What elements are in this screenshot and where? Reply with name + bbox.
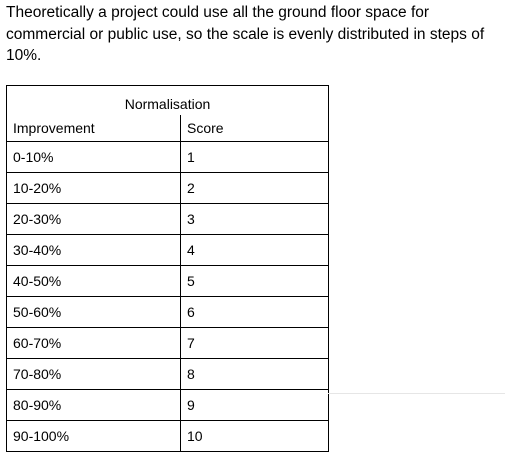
improvement-cell: 50-60% xyxy=(6,296,181,328)
score-cell: 2 xyxy=(180,172,329,204)
table-row: 0-10% 1 xyxy=(6,141,329,173)
score-cell: 4 xyxy=(180,234,329,266)
improvement-cell: 0-10% xyxy=(6,141,181,173)
score-cell: 6 xyxy=(180,296,329,328)
score-cell: 9 xyxy=(180,389,329,421)
improvement-cell: 10-20% xyxy=(6,172,181,204)
table-row: 60-70% 7 xyxy=(6,327,329,359)
improvement-cell: 60-70% xyxy=(6,327,181,359)
normalisation-table: Normalisation Improvement Score 0-10% 1 … xyxy=(6,85,329,452)
table-row: 50-60% 6 xyxy=(6,296,329,328)
table-row: 40-50% 5 xyxy=(6,265,329,297)
table-header-row: Improvement Score xyxy=(6,115,329,142)
improvement-cell: 20-30% xyxy=(6,203,181,235)
table-row: 10-20% 2 xyxy=(6,172,329,204)
improvement-cell: 40-50% xyxy=(6,265,181,297)
horizontal-divider xyxy=(328,393,505,394)
table-row: 80-90% 9 xyxy=(6,389,329,421)
table-title: Normalisation xyxy=(6,85,329,115)
table-title-row: Normalisation xyxy=(6,85,329,115)
improvement-cell: 30-40% xyxy=(6,234,181,266)
score-cell: 10 xyxy=(180,420,329,452)
table-row: 20-30% 3 xyxy=(6,203,329,235)
score-cell: 5 xyxy=(180,265,329,297)
score-cell: 3 xyxy=(180,203,329,235)
header-improvement: Improvement xyxy=(6,115,181,142)
score-cell: 7 xyxy=(180,327,329,359)
improvement-cell: 90-100% xyxy=(6,420,181,452)
intro-paragraph: Theoretically a project could use all th… xyxy=(6,4,485,64)
score-cell: 1 xyxy=(180,141,329,173)
table-row: 90-100% 10 xyxy=(6,420,329,452)
header-score: Score xyxy=(180,115,329,142)
improvement-cell: 80-90% xyxy=(6,389,181,421)
table-row: 70-80% 8 xyxy=(6,358,329,390)
normalisation-table-container: Normalisation Improvement Score 0-10% 1 … xyxy=(6,85,329,452)
table-row: 30-40% 4 xyxy=(6,234,329,266)
improvement-cell: 70-80% xyxy=(6,358,181,390)
score-cell: 8 xyxy=(180,358,329,390)
